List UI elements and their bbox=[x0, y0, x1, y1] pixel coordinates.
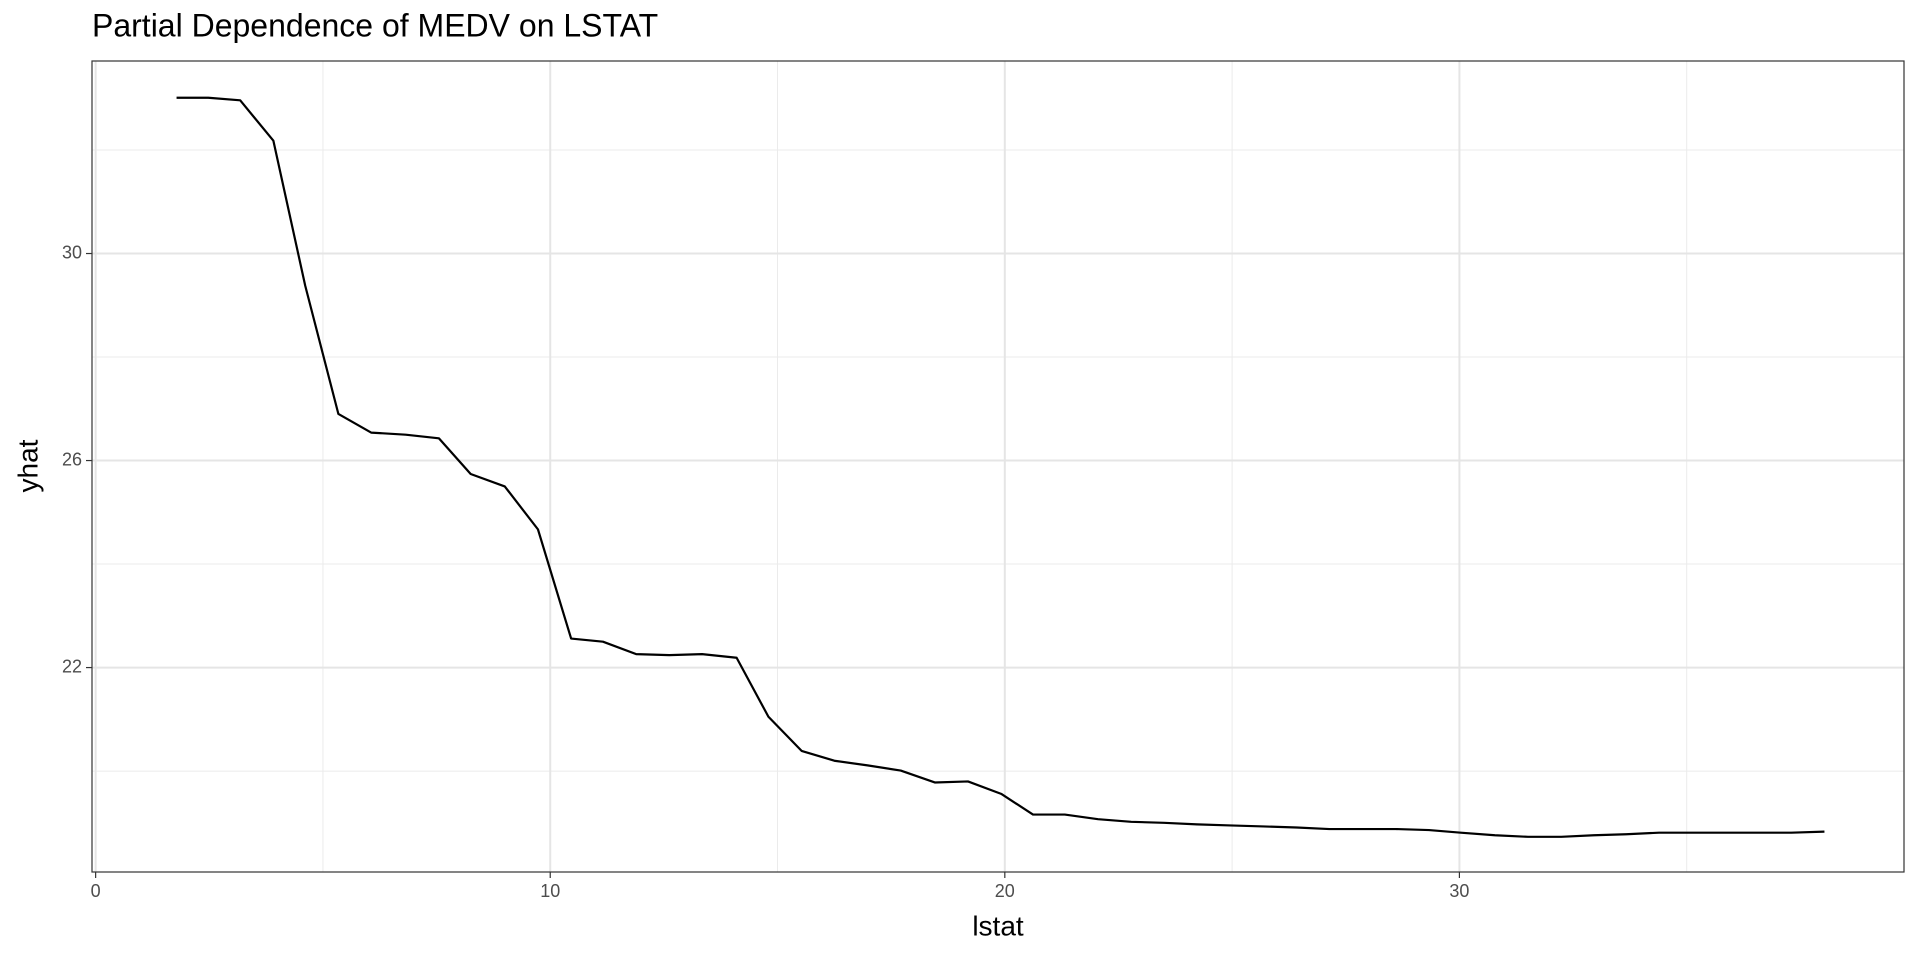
x-tick-label: 20 bbox=[995, 881, 1015, 901]
y-tick-label: 22 bbox=[62, 656, 82, 676]
y-tick-label: 26 bbox=[62, 449, 82, 469]
panel-border bbox=[91, 60, 1905, 873]
x-tick-label: 10 bbox=[540, 881, 560, 901]
y-tick-label: 30 bbox=[62, 242, 82, 262]
chart-title: Partial Dependence of MEDV on LSTAT bbox=[92, 7, 658, 43]
x-axis-label: lstat bbox=[972, 910, 1024, 941]
x-tick-label: 0 bbox=[91, 881, 101, 901]
data-line bbox=[176, 96, 1825, 838]
y-axis-label: yhat bbox=[12, 439, 43, 492]
x-tick-label: 30 bbox=[1449, 881, 1469, 901]
